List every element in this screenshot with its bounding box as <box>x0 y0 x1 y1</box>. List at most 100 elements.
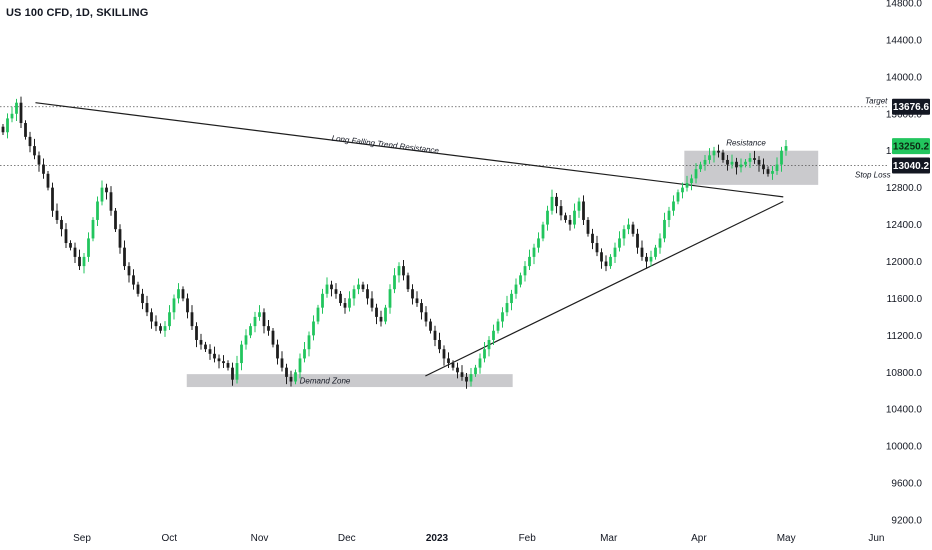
x-tick-label: Dec <box>338 533 356 544</box>
candle-body <box>325 284 329 294</box>
candle <box>132 269 135 290</box>
candle-body <box>10 113 14 119</box>
x-axis[interactable]: Sep Oct Nov Dec 2023 Feb Mar Apr May Jun <box>73 533 884 544</box>
candle <box>136 281 140 297</box>
candle-body <box>64 229 68 244</box>
candle <box>303 342 306 363</box>
candle <box>298 353 302 379</box>
candle-body <box>258 312 261 317</box>
candle <box>276 339 279 365</box>
candle <box>226 360 230 371</box>
candle <box>357 278 360 295</box>
candle-body <box>217 358 221 362</box>
candle <box>559 200 563 221</box>
candle-body <box>726 159 729 165</box>
candle <box>654 244 657 260</box>
candle <box>667 206 671 228</box>
y-axis[interactable]: 14800.014400.014000.013600.013200.012800… <box>886 0 923 527</box>
candle-body <box>631 224 635 234</box>
candle <box>514 278 518 299</box>
candle <box>73 242 77 263</box>
candle <box>726 154 729 171</box>
zones-layer <box>186 150 819 388</box>
candle <box>442 345 446 366</box>
candle-body <box>51 187 54 211</box>
candle-body <box>429 321 432 331</box>
price-tag: 13040.2 <box>892 157 930 174</box>
candle-body <box>519 275 522 285</box>
candle <box>645 253 648 269</box>
candle <box>708 148 711 164</box>
candle <box>694 163 698 184</box>
candle <box>312 315 315 341</box>
candle <box>573 203 576 229</box>
candle <box>339 291 342 306</box>
candle <box>703 154 707 171</box>
candles-layer <box>1 96 788 389</box>
candle-body <box>132 275 135 285</box>
candle <box>627 218 630 235</box>
candle-body <box>433 330 437 340</box>
y-tick-label: 12400.0 <box>886 220 923 231</box>
candle-body <box>555 196 558 207</box>
rising-support-line <box>425 200 784 377</box>
candle <box>244 329 248 350</box>
candle <box>505 295 509 317</box>
candle <box>325 277 329 298</box>
candle-body <box>681 187 684 193</box>
candle <box>186 293 189 319</box>
candle-body <box>231 367 234 380</box>
candle <box>487 336 491 357</box>
candle-body <box>393 275 396 290</box>
candle <box>631 221 635 237</box>
candle-body <box>289 376 293 382</box>
y-tick-label: 10400.0 <box>886 405 923 416</box>
candle <box>672 195 675 216</box>
candle-body <box>55 210 59 220</box>
candle-body <box>96 201 99 220</box>
candle <box>15 98 18 121</box>
x-tick-label: Jun <box>868 533 884 544</box>
price-tag-label: 13250.2 <box>893 142 930 153</box>
candle-body <box>586 219 590 234</box>
candle-body <box>523 266 527 276</box>
resistance-label: Resistance <box>726 139 766 148</box>
candle <box>271 327 275 348</box>
candle <box>190 305 194 331</box>
candle-body <box>694 169 698 179</box>
candle <box>604 255 608 272</box>
candle <box>321 288 324 314</box>
candle-body <box>438 339 441 350</box>
candle <box>577 197 581 218</box>
candle <box>582 195 585 225</box>
candle-body <box>762 164 765 170</box>
candle-body <box>559 206 563 216</box>
candle-body <box>609 256 612 267</box>
candle-body <box>159 326 162 331</box>
candle <box>123 240 126 270</box>
price-tag-label: 13676.6 <box>893 102 930 113</box>
candle <box>249 323 252 339</box>
candle-body <box>69 243 72 248</box>
y-tick-label: 10000.0 <box>886 442 923 453</box>
candle <box>550 189 554 215</box>
candle-body <box>123 247 126 267</box>
candle <box>537 232 540 253</box>
candle-body <box>195 326 198 340</box>
candle-body <box>528 256 531 267</box>
candle-body <box>339 293 342 304</box>
candle-body <box>496 321 500 331</box>
demand-zone <box>186 374 513 388</box>
x-tick-label: Oct <box>162 533 178 544</box>
candle-body <box>82 256 86 267</box>
x-tick-label: Sep <box>73 533 91 544</box>
price-tag-bg <box>892 138 930 155</box>
candle-body <box>690 178 693 184</box>
candle-body <box>658 238 662 248</box>
candle-body <box>730 161 734 165</box>
candle <box>681 182 684 199</box>
candle-body <box>784 146 788 151</box>
candle <box>6 113 9 139</box>
candle-body <box>276 344 279 359</box>
